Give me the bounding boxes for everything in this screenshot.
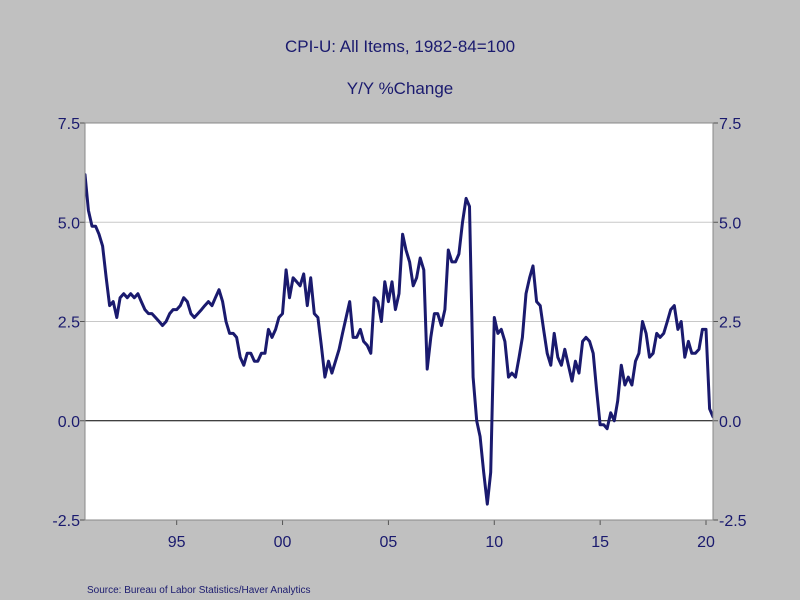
y-tick-label-right: 2.5 [719,315,741,332]
y-tick-label-left: 2.5 [58,315,80,332]
x-tick-label: 20 [697,534,715,551]
y-tick-label-left: 7.5 [58,116,80,133]
x-tick-label: 00 [274,534,292,551]
x-tick-label: 10 [485,534,503,551]
y-tick-label-left: 0.0 [58,414,80,431]
plot-frame [84,122,714,521]
y-tick-label-right: 5.0 [719,215,741,232]
x-tick-label: 05 [380,534,398,551]
chart-subtitle: Y/Y %Change [346,79,454,98]
x-tick-label: 95 [168,534,186,551]
chart-title: CPI-U: All Items, 1982-84=100 [284,37,516,56]
y-tick-label-right: 0.0 [719,414,741,431]
y-tick-label-left: -2.5 [52,513,80,530]
y-tick-label-right: 7.5 [719,116,741,133]
series-line [85,173,713,506]
x-tick-label: 15 [591,534,609,551]
source-note: Source: Bureau of Labor Statistics/Haver… [87,585,311,596]
y-tick-label-right: -2.5 [719,513,747,530]
y-tick-label-left: 5.0 [58,215,80,232]
